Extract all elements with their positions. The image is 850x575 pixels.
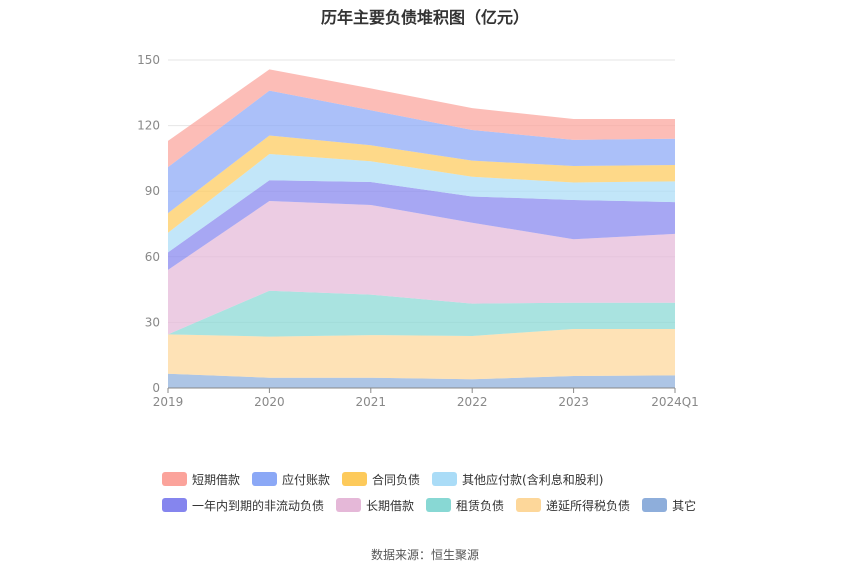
legend-item[interactable]: 其它 bbox=[642, 497, 696, 513]
legend-item[interactable]: 一年内到期的非流动负债 bbox=[162, 497, 324, 513]
legend-swatch bbox=[342, 472, 368, 486]
x-tick-label: 2023 bbox=[558, 395, 589, 409]
chart-title: 历年主要负债堆积图（亿元） bbox=[320, 8, 529, 27]
y-tick-label: 150 bbox=[137, 53, 160, 67]
legend-item[interactable]: 应付账款 bbox=[252, 471, 330, 487]
legend-item[interactable]: 短期借款 bbox=[162, 471, 240, 487]
legend-label: 长期借款 bbox=[366, 498, 415, 513]
legend-swatch bbox=[432, 472, 458, 486]
area-series-合同负债 bbox=[168, 135, 675, 233]
legend-item[interactable]: 递延所得税负债 bbox=[516, 497, 630, 513]
area-series-一年内到期的非流动负债 bbox=[168, 180, 675, 270]
x-tick-label: 2020 bbox=[254, 395, 285, 409]
x-tick-label: 2024Q1 bbox=[651, 395, 699, 409]
legend-item[interactable]: 租赁负债 bbox=[426, 497, 504, 513]
legend-label: 其他应付款(含利息和股利) bbox=[462, 472, 604, 487]
area-series-应付账款 bbox=[168, 90, 675, 214]
legend-swatch bbox=[162, 472, 187, 486]
legend-swatch bbox=[162, 498, 187, 512]
area-series-其它 bbox=[168, 373, 675, 388]
legend-item[interactable]: 长期借款 bbox=[336, 497, 414, 513]
area-series-长期借款 bbox=[168, 201, 675, 335]
area-series-短期借款 bbox=[168, 69, 675, 168]
legend-label: 短期借款 bbox=[192, 472, 241, 487]
y-tick-label: 120 bbox=[137, 119, 160, 133]
data-source: 数据来源：恒生聚源 bbox=[370, 548, 479, 562]
x-tick-label: 2022 bbox=[457, 395, 488, 409]
legend-swatch bbox=[252, 472, 278, 486]
legend-row: 短期借款 应付账款 合同负债 其他应付款(含利息和股利) bbox=[162, 471, 762, 487]
legend-label: 应付账款 bbox=[282, 472, 331, 487]
chart-legend: 短期借款 应付账款 合同负债 其他应付款(含利息和股利) 一年内到期的非流动负债 长期借款… bbox=[162, 471, 762, 523]
legend-label: 递延所得税负债 bbox=[546, 498, 631, 513]
y-tick-label: 0 bbox=[152, 381, 160, 395]
legend-item[interactable]: 合同负债 bbox=[342, 471, 420, 487]
stacked-area-chart: 0 30 60 90 120 150 2019 2020 2021 2022 2023 2024Q1 bbox=[137, 53, 699, 409]
area-series-其他应付款(含利息和股利) bbox=[168, 154, 675, 253]
legend-swatch bbox=[642, 498, 668, 512]
legend-swatch bbox=[426, 498, 452, 512]
legend-label: 其它 bbox=[672, 498, 697, 513]
legend-swatch bbox=[516, 498, 542, 512]
legend-label: 合同负债 bbox=[372, 472, 421, 487]
y-tick-label: 60 bbox=[145, 250, 160, 264]
legend-item[interactable]: 其他应付款(含利息和股利) bbox=[432, 471, 603, 487]
legend-label: 租赁负债 bbox=[456, 498, 505, 513]
y-tick-label: 90 bbox=[145, 184, 160, 198]
y-tick-label: 30 bbox=[145, 315, 160, 329]
area-series-租赁负债 bbox=[168, 290, 675, 337]
area-series-递延所得税负债 bbox=[168, 328, 675, 380]
x-tick-label: 2019 bbox=[153, 395, 184, 409]
legend-swatch bbox=[336, 498, 362, 512]
legend-label: 一年内到期的非流动负债 bbox=[192, 498, 325, 513]
x-tick-label: 2021 bbox=[356, 395, 387, 409]
legend-row: 一年内到期的非流动负债 长期借款 租赁负债 递延所得税负债 其它 bbox=[162, 497, 762, 513]
